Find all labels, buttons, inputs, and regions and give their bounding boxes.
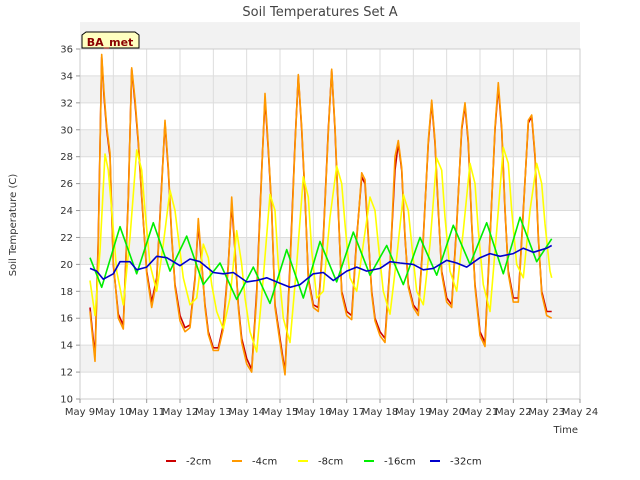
legend-label: -32cm — [450, 457, 482, 468]
series-line-16cm — [89, 216, 553, 305]
background-band — [80, 237, 580, 265]
legend-label: -2cm — [186, 457, 211, 468]
y-tick-label: 16 — [60, 314, 73, 325]
station-label-box: BA_met — [81, 31, 140, 49]
x-tick-label: May 9 — [65, 407, 95, 418]
chart-title: Soil Temperatures Set A — [242, 5, 397, 20]
y-tick-label: 34 — [60, 71, 73, 82]
x-tick-label: May 10 — [95, 407, 132, 418]
x-axis-title: Time — [553, 425, 578, 436]
y-tick-label: 36 — [60, 45, 73, 56]
y-tick-label: 20 — [60, 260, 73, 271]
station-label-background — [81, 31, 140, 49]
y-tick-label: 12 — [60, 368, 73, 379]
background-band — [80, 291, 580, 319]
y-tick-label: 32 — [60, 98, 73, 109]
x-tick-label: May 19 — [395, 407, 432, 418]
y-tick-label: 10 — [60, 395, 73, 406]
x-tick-label: May 17 — [328, 407, 365, 418]
x-tick-label: May 12 — [162, 407, 199, 418]
station-label: BA_met — [87, 36, 134, 49]
series-line-4cm — [89, 53, 553, 376]
x-tick-label: May 18 — [362, 407, 399, 418]
series-lines — [89, 53, 553, 376]
x-tick-label: May 24 — [562, 407, 599, 418]
y-tick-label: 26 — [60, 179, 73, 190]
legend-label: -16cm — [384, 457, 416, 468]
series-line-32cm — [89, 244, 553, 289]
y-tick-label: 24 — [60, 206, 73, 217]
x-tick-label: May 22 — [495, 407, 532, 418]
x-tick-label: May 15 — [262, 407, 299, 418]
x-tick-label: May 13 — [195, 407, 232, 418]
plot-border — [79, 48, 581, 400]
x-tick-label: May 20 — [428, 407, 465, 418]
y-tick-label: 18 — [60, 287, 73, 298]
x-tick-label: May 11 — [128, 407, 165, 418]
x-tick-label: May 23 — [528, 407, 565, 418]
legend-label: -4cm — [252, 457, 277, 468]
y-axis-ticks: 10 12 14 16 18 20 22 24 26 28 30 32 34 36 — [60, 45, 80, 406]
y-tick-label: 22 — [60, 233, 73, 244]
legend: -2cm -4cm -8cm -16cm -32cm — [166, 457, 482, 468]
x-tick-label: May 16 — [295, 407, 332, 418]
background-band — [80, 22, 580, 49]
y-axis-title: Soil Temperature (C) — [8, 174, 19, 277]
background-band — [80, 183, 580, 211]
legend-label: -8cm — [318, 457, 343, 468]
y-tick-label: 30 — [60, 125, 73, 136]
x-tick-label: May 14 — [228, 407, 265, 418]
series-line-8cm — [89, 146, 553, 353]
background-band — [80, 345, 580, 373]
x-tick-label: May 21 — [462, 407, 499, 418]
y-tick-label: 14 — [60, 341, 73, 352]
y-tick-label: 28 — [60, 152, 73, 163]
